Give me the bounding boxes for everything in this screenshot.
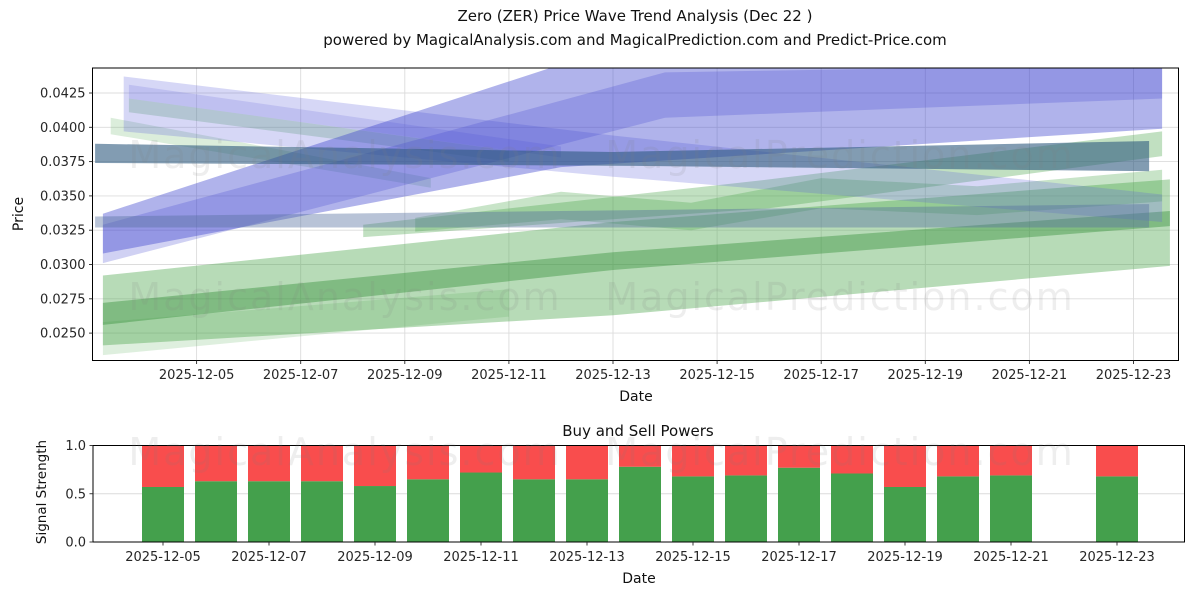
buy-bar-2025-12-20 [937, 476, 979, 542]
buy-bar-2025-12-05 [142, 486, 184, 542]
price-band-green-lower-core [102, 211, 1170, 325]
price-x-tick-label: 2025-12-07 [263, 368, 339, 383]
power-x-tick-label: 2025-12-19 [867, 550, 943, 565]
buy-bar-2025-12-11 [460, 472, 502, 542]
price-x-tick-label: 2025-12-23 [1096, 368, 1172, 383]
power-x-tick-label: 2025-12-11 [443, 550, 519, 565]
power-y-tick-label: 1.0 [65, 439, 86, 454]
price-band-blue-descending-wide [123, 76, 1163, 222]
buy-bar-2025-12-23 [1096, 476, 1138, 542]
price-x-tick-label: 2025-12-09 [367, 368, 443, 383]
price-y-tick-label: 0.0300 [40, 258, 86, 273]
buy-bar-2025-12-17 [778, 467, 820, 542]
price-y-tick-label: 0.0250 [40, 327, 86, 342]
price-x-axis-label: Date [619, 389, 653, 405]
watermark: MagicalAnalysis.com [128, 133, 561, 177]
price-band-green-left-foot [102, 289, 509, 356]
price-band-steel-band [95, 141, 1150, 172]
price-x-tick-label: 2025-12-05 [159, 368, 235, 383]
power-y-tick-label: 0.0 [65, 536, 86, 551]
power-x-tick-label: 2025-12-23 [1079, 550, 1155, 565]
price-band-green-lower-wide [102, 179, 1170, 346]
price-x-tick-label: 2025-12-15 [679, 368, 755, 383]
price-y-tick-label: 0.0275 [40, 292, 86, 307]
price-ticks: 2025-12-05 2025-12-07 2025-12-09 2025-12-11… [40, 87, 1171, 384]
price-band-slate-band [95, 204, 1150, 228]
price-band-green-sliver-upper [128, 98, 509, 162]
power-x-tick-label: 2025-12-17 [761, 550, 837, 565]
buy-bar-2025-12-07 [248, 481, 290, 542]
sell-bar-2025-12-17 [778, 445, 820, 468]
power-x-tick-label: 2025-12-15 [655, 550, 731, 565]
watermark: MagicalAnalysis.com [128, 430, 561, 474]
chart-title: Zero (ZER) Price Wave Trend Analysis (De… [457, 7, 813, 25]
watermark: MagicalPrediction.com [605, 275, 1075, 319]
buy-bar-2025-12-13 [566, 479, 608, 542]
price-y-tick-label: 0.0400 [40, 121, 86, 136]
sell-bar-2025-12-13 [566, 445, 608, 480]
price-y-tick-label: 0.0425 [40, 87, 86, 102]
price-grid [92, 68, 1179, 361]
price-y-tick-label: 0.0375 [40, 155, 86, 170]
sell-bar-2025-12-07 [248, 445, 290, 482]
sell-bar-2025-12-19 [884, 445, 926, 487]
power-x-tick-label: 2025-12-07 [231, 550, 307, 565]
buy-bar-2025-12-21 [990, 475, 1032, 542]
buy-bar-2025-12-16 [725, 475, 767, 542]
sell-bar-2025-12-10 [407, 445, 449, 480]
price-plot-frame [92, 67, 1179, 361]
watermark: MagicalPrediction.com [605, 430, 1075, 474]
buy-bar-2025-12-06 [195, 481, 237, 542]
price-band-green-wave-band [415, 169, 1163, 232]
price-band-blue-rising-secondary [102, 68, 1163, 264]
sell-bar-2025-12-08 [301, 445, 343, 482]
sell-bar-2025-12-15 [672, 445, 714, 477]
price-x-tick-label: 2025-12-11 [471, 368, 547, 383]
buy-bar-2025-12-14 [619, 466, 661, 542]
price-chart: 2025-12-05 2025-12-07 2025-12-09 2025-12-11… [40, 67, 1179, 384]
buy-bar-2025-12-18 [831, 473, 873, 542]
sell-bar-2025-12-05 [142, 445, 184, 487]
price-y-axis-label: Price [11, 196, 27, 232]
sell-bar-2025-12-21 [990, 445, 1032, 476]
price-x-tick-label: 2025-12-17 [783, 368, 859, 383]
power-x-tick-label: 2025-12-13 [549, 550, 625, 565]
power-x-axis-label: Date [622, 571, 656, 587]
power-x-tick-label: 2025-12-09 [337, 550, 413, 565]
price-y-tick-label: 0.0325 [40, 224, 86, 239]
buy-bar-2025-12-10 [407, 479, 449, 542]
power-y-tick-label: 0.5 [65, 487, 86, 502]
sell-bar-2025-12-06 [195, 445, 237, 482]
sell-bar-2025-12-23 [1096, 445, 1138, 477]
sell-bar-2025-12-20 [937, 445, 979, 477]
power-x-tick-label: 2025-12-21 [973, 550, 1049, 565]
power-bars [142, 445, 1138, 542]
price-y-tick-label: 0.0350 [40, 189, 86, 204]
power-y-axis-label: Signal Strength [34, 439, 50, 545]
price-x-tick-label: 2025-12-21 [992, 368, 1068, 383]
chart-subtitle: powered by MagicalAnalysis.com and Magic… [323, 31, 947, 49]
price-x-tick-label: 2025-12-13 [575, 368, 651, 383]
watermark: MagicalPrediction.com [605, 133, 1075, 177]
sell-bar-2025-12-14 [619, 445, 661, 467]
power-x-tick-label: 2025-12-05 [125, 550, 201, 565]
buy-bar-2025-12-09 [354, 486, 396, 542]
power-chart-title: Buy and Sell Powers [562, 422, 714, 440]
power-chart: 2025-12-05 2025-12-07 2025-12-09 2025-12-11… [65, 430, 1185, 565]
sell-bar-2025-12-11 [460, 445, 502, 473]
sell-bar-2025-12-09 [354, 445, 396, 487]
watermark: MagicalAnalysis.com [128, 275, 561, 319]
power-ticks: 2025-12-05 2025-12-07 2025-12-09 2025-12-11… [65, 439, 1154, 565]
buy-bar-2025-12-19 [884, 486, 926, 542]
buy-bar-2025-12-08 [301, 481, 343, 542]
price-bands [95, 68, 1170, 356]
buy-bar-2025-12-15 [672, 476, 714, 542]
sell-bar-2025-12-16 [725, 445, 767, 476]
sell-bar-2025-12-18 [831, 445, 873, 474]
price-x-tick-label: 2025-12-19 [888, 368, 964, 383]
buy-bar-2025-12-12 [513, 479, 555, 542]
price-band-blue-descending-wedge [128, 84, 561, 158]
sell-bar-2025-12-12 [513, 445, 555, 480]
